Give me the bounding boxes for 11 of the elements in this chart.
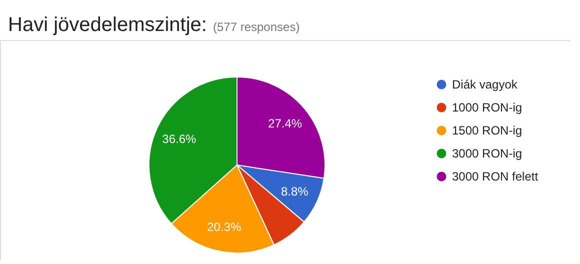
chart-title: Havi jövedelemszintje: — [8, 14, 207, 37]
legend-label: 3000 RON felett — [452, 170, 539, 184]
legend-label: 1000 RON-ig — [452, 100, 522, 114]
data-label: 27.4% — [268, 116, 302, 131]
data-label: 20.3% — [207, 220, 242, 234]
data-label: 36.6% — [162, 132, 197, 146]
legend-label: Diák vagyok — [452, 78, 518, 92]
legend-label: 3000 RON-ig — [452, 146, 522, 160]
legend-label: 1500 RON-ig — [452, 124, 522, 138]
chart-subtitle: (577 responses) — [212, 20, 300, 34]
data-label: 8.8% — [280, 184, 309, 198]
